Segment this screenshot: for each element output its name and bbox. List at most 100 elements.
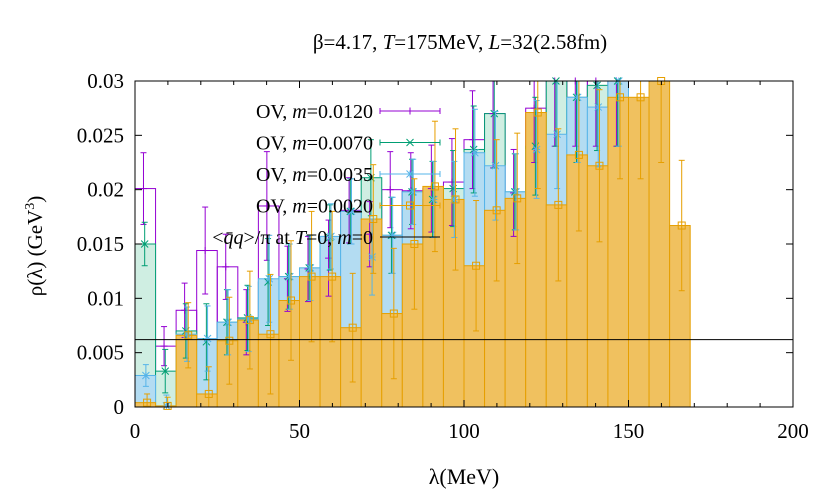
marker [513, 194, 522, 203]
y-tick-label: 0.025 [77, 123, 124, 147]
title-part: =32(2.58fm) [500, 30, 607, 54]
title-part: T [383, 30, 396, 54]
y-tick-label: 0.015 [77, 232, 124, 256]
series-4-bar [175, 334, 198, 408]
marker [492, 206, 501, 215]
axis-ticks: 0 50 100 150 200 0 0.005 0.01 0.015 0.02 0.025 0.03 [77, 69, 809, 443]
marker [327, 232, 335, 241]
marker [616, 93, 625, 102]
series-4-bar [196, 393, 218, 408]
marker [406, 138, 414, 147]
legend-label-part: OV, [256, 101, 292, 123]
legend-label-part: m [292, 196, 306, 218]
legend-label-part: q̄q [223, 227, 243, 249]
marker [265, 274, 274, 283]
marker [204, 389, 213, 398]
marker [512, 187, 520, 196]
legend-label-series-1: OV, m=0.0120 [256, 101, 373, 123]
title-part: =175MeV, [394, 30, 488, 54]
y-axis-label-exponent: 3 [23, 203, 38, 210]
y-axis-label-close: ) [23, 196, 47, 203]
series-4-bar [442, 198, 465, 408]
x-axis-label: λ(MeV) [429, 464, 500, 489]
marker [532, 145, 541, 154]
legend-label-part: OV, [256, 196, 292, 218]
y-axis-label: ρ(λ) (GeV3) [23, 196, 47, 297]
marker [388, 231, 397, 240]
marker [348, 323, 357, 332]
legend-label-part: m [337, 227, 351, 249]
marker [140, 240, 149, 248]
series-4-bar [401, 243, 424, 408]
series-4-bar [237, 319, 259, 408]
y-tick-label: 0.005 [77, 341, 124, 365]
marker [306, 264, 315, 272]
marker [471, 148, 479, 157]
legend-label-part: =0, [306, 227, 337, 249]
marker [554, 200, 563, 209]
legend-label-series-3: OV, m=0.0035 [256, 164, 373, 186]
marker [203, 334, 212, 343]
y-axis-label-main: ρ(λ) (GeV [23, 210, 47, 297]
legend-label-part: m [292, 164, 306, 186]
series-4-bar [607, 96, 629, 408]
marker [245, 316, 254, 325]
legend-label-part: =0.0070 [307, 133, 373, 155]
marker [472, 261, 481, 270]
marker [347, 207, 356, 216]
x-tick-label: 150 [613, 419, 645, 443]
marker [184, 331, 193, 340]
marker [406, 201, 414, 210]
series-4-bar [216, 340, 239, 408]
legend-label-part: =0.0020 [307, 196, 373, 218]
bars-layer [134, 80, 691, 408]
y-tick-label: 0.01 [87, 286, 124, 310]
legend-label-part: >/π at [243, 227, 294, 249]
marker [163, 401, 172, 410]
legend-label-series-2: OV, m=0.0070 [256, 133, 373, 155]
marker [430, 182, 439, 191]
marker [677, 221, 686, 230]
marker [429, 195, 438, 204]
marker [593, 81, 601, 90]
marker [368, 253, 376, 261]
marker [595, 161, 604, 170]
series-4-bar [648, 80, 671, 408]
series-4-bar [545, 204, 568, 408]
marker [406, 170, 414, 178]
marker [491, 161, 500, 170]
marker [369, 215, 378, 224]
marker [451, 195, 460, 204]
x-tick-label: 100 [448, 419, 480, 443]
marker [161, 367, 170, 375]
legend-label-part: T [295, 227, 308, 249]
marker [143, 398, 152, 407]
title-part: L [488, 30, 501, 54]
series-4-bar [381, 313, 403, 408]
marker [410, 240, 419, 248]
y-tick-label: 0 [114, 395, 125, 419]
series-4-bar [669, 225, 691, 408]
marker [225, 336, 234, 345]
legend-label-part: m [292, 101, 306, 123]
x-tick-label: 200 [777, 419, 809, 443]
legend-label-reference: <q̄q>/π at T=0, m=0 [212, 227, 373, 249]
series-4-bar [525, 112, 547, 408]
series-4-bar [484, 209, 506, 408]
series-4-bar [257, 333, 280, 408]
marker [285, 272, 294, 281]
marker [287, 296, 296, 305]
x-tick-label: 0 [130, 419, 141, 443]
legend-label-series-4: OV, m=0.0020 [256, 196, 373, 218]
marker [224, 318, 232, 327]
marker [409, 187, 418, 196]
legend-label-part: < [212, 227, 223, 249]
marker [553, 130, 561, 139]
marker [469, 145, 478, 154]
series-4-bar [463, 265, 486, 408]
legend-label-part: OV, [256, 164, 292, 186]
legend-label-part: m [292, 133, 306, 155]
series-2-bar [155, 370, 177, 408]
marker [307, 272, 316, 281]
